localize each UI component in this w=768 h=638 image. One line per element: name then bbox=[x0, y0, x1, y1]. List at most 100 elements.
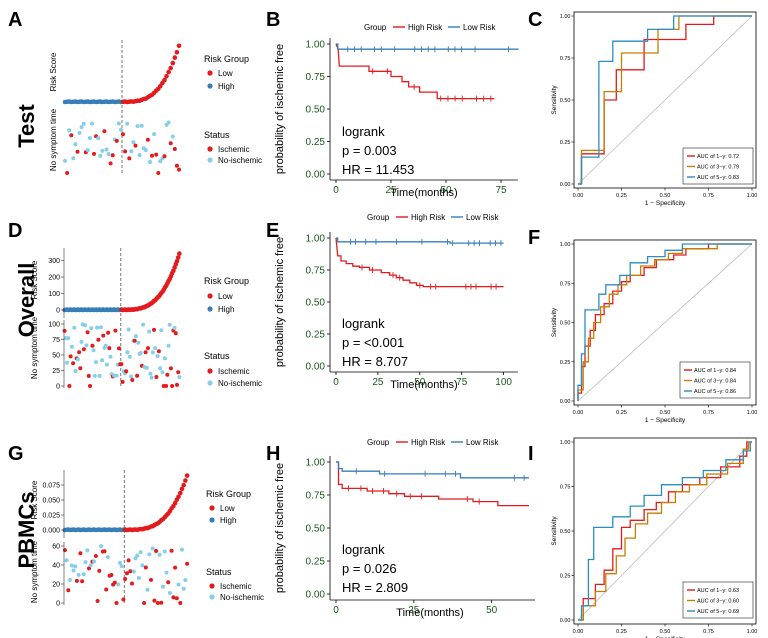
symptom-time-point-ischemic bbox=[66, 588, 71, 593]
symptom-time-point-nonischemic bbox=[140, 563, 145, 568]
symptom-time-point-nonischemic bbox=[137, 153, 142, 158]
symptom-time-point-ischemic bbox=[120, 379, 125, 384]
km-y-tick-label: 0.50 bbox=[306, 105, 326, 116]
row-label-test: Test bbox=[14, 104, 39, 148]
symptom-time-point-ischemic bbox=[135, 373, 140, 378]
risk-score-point bbox=[164, 74, 169, 79]
symptom-time-point-ischemic bbox=[65, 171, 70, 175]
risk-score-point bbox=[166, 69, 171, 75]
risk-top-tick-label: 300 bbox=[48, 258, 60, 265]
km-hr: HR = 2.809 bbox=[342, 580, 408, 595]
symptom-time-point-nonischemic bbox=[105, 555, 110, 560]
symptom-time-point-nonischemic bbox=[157, 552, 162, 557]
roc-x-tick-label: 0.75 bbox=[703, 193, 714, 199]
km-y-tick-label: 0.00 bbox=[306, 590, 326, 601]
symptom-time-point-ischemic bbox=[68, 354, 73, 359]
panel-letter-c: C bbox=[528, 9, 542, 31]
roc-x-axis-label: 1 − Specificity bbox=[645, 200, 686, 207]
roc-diagonal bbox=[577, 243, 753, 402]
symptom-time-point-nonischemic bbox=[153, 346, 158, 351]
roc-y-axis-label: Sensitivity bbox=[551, 516, 558, 546]
legend-low-dot bbox=[207, 293, 213, 299]
roc-y-axis-label: Sensitivity bbox=[551, 307, 558, 337]
symptom-time-point-nonischemic bbox=[149, 375, 154, 380]
km-y-tick-label: 0.50 bbox=[306, 298, 326, 309]
symptom-time-point-nonischemic bbox=[71, 568, 76, 573]
legend-ischemic-label: Ischemic bbox=[220, 582, 252, 591]
symptom-time-point-nonischemic bbox=[147, 552, 152, 557]
roc-y-tick-label: 0.75 bbox=[560, 485, 571, 491]
km-x-tick-label: 0 bbox=[333, 377, 339, 388]
roc-curve-3y bbox=[578, 15, 752, 185]
risk-score-point bbox=[178, 490, 183, 496]
symptom-time-point-nonischemic bbox=[97, 374, 102, 378]
symptom-time-point-nonischemic bbox=[65, 360, 69, 365]
symptom-time-point-ischemic bbox=[101, 333, 106, 338]
symptom-time-point-nonischemic bbox=[83, 323, 88, 328]
symptom-time-point-ischemic bbox=[142, 601, 147, 605]
risk-score-point bbox=[183, 478, 188, 483]
symptom-time-point-ischemic bbox=[152, 598, 157, 603]
km-x-axis-label: Time(months) bbox=[396, 607, 463, 619]
km-x-tick-label: 0 bbox=[333, 605, 339, 616]
legend-high-label: High bbox=[220, 516, 236, 525]
roc-x-tick-label: 1.00 bbox=[747, 193, 758, 199]
roc-x-tick-label: 0.50 bbox=[660, 410, 671, 416]
symptom-time-point-ischemic bbox=[155, 601, 160, 605]
row-label-overall: Overall bbox=[14, 263, 39, 338]
symptom-time-point-nonischemic bbox=[129, 374, 134, 379]
risk-top-tick-label: 0.075 bbox=[42, 483, 60, 490]
roc-legend-label: AUC of 1−y: 0.72 bbox=[697, 154, 739, 160]
symptom-time-point-nonischemic bbox=[135, 124, 140, 129]
symptom-time-point-nonischemic bbox=[143, 148, 148, 153]
km-x-tick-label: 100 bbox=[495, 377, 512, 388]
symptom-time-point-ischemic bbox=[117, 346, 121, 351]
symptom-time-point-ischemic bbox=[97, 568, 102, 573]
risk-top-tick-label: 0.000 bbox=[42, 528, 60, 535]
symptom-time-point-nonischemic bbox=[160, 370, 165, 375]
symptom-time-point-nonischemic bbox=[172, 325, 177, 330]
legend-high-label: High bbox=[218, 82, 234, 91]
symptom-time-point-ischemic bbox=[145, 137, 150, 142]
roc-legend-label: AUC of 3−y: 0.79 bbox=[697, 165, 739, 171]
symptom-time-point-ischemic bbox=[110, 153, 115, 158]
symptom-time-point-ischemic bbox=[90, 343, 95, 348]
symptom-time-point-nonischemic bbox=[144, 365, 149, 370]
roc-x-tick-label: 1.00 bbox=[747, 410, 758, 416]
legend-nonischemic-dot bbox=[209, 594, 215, 600]
symptom-time-point-nonischemic bbox=[150, 546, 155, 551]
legend-ischemic-label: Ischemic bbox=[218, 367, 250, 376]
panel-letter-e: E bbox=[266, 220, 279, 242]
km-y-tick-label: 0.50 bbox=[306, 524, 326, 535]
symptom-time-point-nonischemic bbox=[100, 358, 105, 363]
legend-low-dot bbox=[207, 70, 213, 76]
symptom-time-point-ischemic bbox=[102, 129, 107, 134]
legend-status-title: Status bbox=[206, 567, 232, 577]
km-y-axis-label: probability of ischemic free bbox=[274, 237, 286, 367]
roc-legend: AUC of 1−y: 0.72 AUC of 3−y: 0.79 AUC of 5… bbox=[682, 147, 754, 185]
roc-x-tick-label: 0.75 bbox=[703, 410, 714, 416]
symptom-time-point-nonischemic bbox=[141, 322, 146, 327]
symptom-time-point-nonischemic bbox=[177, 375, 182, 380]
symptom-time-point-nonischemic bbox=[99, 544, 103, 549]
symptom-time-point-nonischemic bbox=[104, 362, 109, 367]
symptom-time-point-nonischemic bbox=[164, 570, 169, 575]
symptom-time-point-ischemic bbox=[114, 601, 119, 605]
symptom-time-point-ischemic bbox=[143, 565, 148, 570]
panel-letter-g: G bbox=[8, 443, 24, 465]
symptom-time-point-nonischemic bbox=[63, 158, 67, 163]
panel-letter-a: A bbox=[8, 9, 22, 31]
symptom-time-point-nonischemic bbox=[136, 576, 141, 580]
roc-curve-3y bbox=[578, 441, 752, 621]
legend-high-label: High bbox=[218, 305, 234, 314]
km-pvalue: p = <0.001 bbox=[342, 335, 404, 350]
roc-y-tick-label: 0.75 bbox=[560, 56, 571, 62]
symptom-time-point-ischemic bbox=[81, 347, 86, 352]
symptom-time-point-nonischemic bbox=[68, 577, 72, 582]
legend-nonischemic-dot bbox=[207, 157, 213, 163]
symptom-time-point-nonischemic bbox=[138, 351, 143, 355]
roc-x-tick-label: 0.00 bbox=[573, 629, 584, 635]
symptom-time-point-nonischemic bbox=[114, 373, 119, 378]
roc-diagonal bbox=[577, 441, 753, 621]
